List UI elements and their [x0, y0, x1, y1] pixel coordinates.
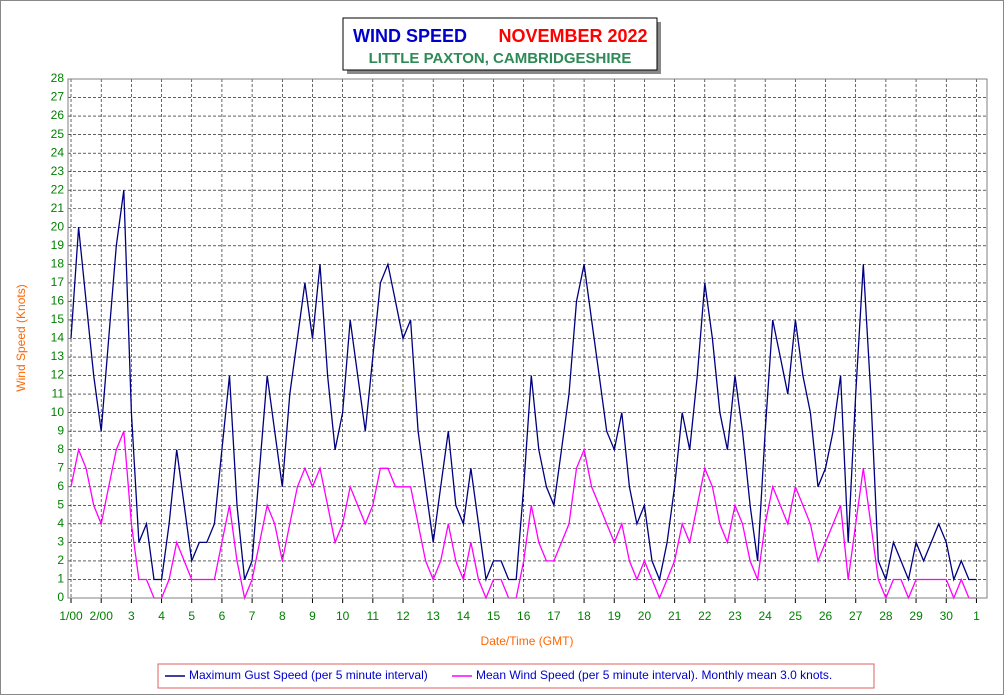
y-tick-label: 27	[51, 90, 65, 104]
y-tick-label: 26	[51, 108, 65, 122]
grid: 0123456789101112131415161718192021222324…	[51, 71, 987, 623]
plot-border	[67, 78, 988, 599]
y-tick-label: 23	[51, 164, 65, 178]
x-tick-label: 12	[396, 609, 410, 623]
x-tick-label: 29	[909, 609, 923, 623]
x-tick-label: 27	[849, 609, 863, 623]
x-tick-label: 15	[487, 609, 501, 623]
y-tick-label: 19	[51, 238, 65, 252]
y-tick-label: 28	[51, 71, 65, 85]
y-tick-label: 4	[57, 516, 64, 530]
legend	[157, 663, 875, 689]
x-tick-label: 8	[279, 609, 286, 623]
x-tick-label: 22	[698, 609, 712, 623]
legend-label: Mean Wind Speed (per 5 minute interval).…	[476, 668, 832, 682]
y-tick-label: 3	[57, 535, 64, 549]
y-tick-label: 20	[51, 219, 65, 233]
x-tick-label: 21	[668, 609, 682, 623]
y-tick-label: 5	[57, 497, 64, 511]
y-tick-label: 16	[51, 294, 65, 308]
x-tick-label: 25	[789, 609, 803, 623]
legend-label: Maximum Gust Speed (per 5 minute interva…	[189, 668, 428, 682]
y-tick-label: 13	[51, 349, 65, 363]
x-tick-label: 24	[758, 609, 772, 623]
y-tick-label: 18	[51, 257, 65, 271]
y-axis-title: Wind Speed (Knots)	[14, 284, 28, 391]
x-tick-label: 11	[367, 609, 380, 623]
chart-title-month: NOVEMBER 2022	[498, 26, 647, 46]
chart-title: WIND SPEED	[353, 26, 467, 46]
y-tick-label: 0	[57, 590, 64, 604]
x-tick-label: 26	[819, 609, 833, 623]
x-tick-label: 13	[427, 609, 441, 623]
legend-items: Maximum Gust Speed (per 5 minute interva…	[165, 668, 832, 682]
series-line	[70, 190, 977, 583]
x-tick-label: 5	[188, 609, 195, 623]
x-tick-label: 18	[577, 609, 591, 623]
y-tick-label: 21	[51, 201, 65, 215]
x-tick-label: 30	[940, 609, 954, 623]
x-tick-label: 16	[517, 609, 531, 623]
series-line	[70, 430, 977, 601]
y-tick-label: 8	[57, 442, 64, 456]
chart-subtitle: LITTLE PAXTON, CAMBRIDGESHIRE	[369, 50, 632, 67]
title-box	[342, 17, 658, 71]
x-tick-label: 9	[309, 609, 316, 623]
x-tick-label: 23	[728, 609, 742, 623]
x-tick-label: 1/00	[59, 609, 83, 623]
x-tick-label: 7	[249, 609, 256, 623]
y-tick-label: 1	[57, 572, 64, 586]
x-tick-label: 2/00	[90, 609, 114, 623]
y-tick-label: 24	[51, 145, 65, 159]
x-axis-title: Date/Time (GMT)	[481, 634, 574, 648]
x-tick-label: 10	[336, 609, 350, 623]
y-tick-label: 15	[51, 312, 65, 326]
x-tick-label: 3	[128, 609, 135, 623]
y-tick-label: 10	[51, 405, 65, 419]
plot-lines	[70, 190, 977, 601]
y-tick-label: 14	[51, 331, 65, 345]
y-tick-label: 25	[51, 127, 65, 141]
x-tick-label: 28	[879, 609, 893, 623]
x-tick-label: 20	[638, 609, 652, 623]
x-tick-label: 1	[973, 609, 980, 623]
x-tick-label: 6	[219, 609, 226, 623]
y-tick-label: 9	[57, 423, 64, 437]
y-tick-label: 6	[57, 479, 64, 493]
x-tick-label: 19	[608, 609, 622, 623]
y-tick-label: 2	[57, 553, 64, 567]
y-tick-label: 22	[51, 182, 65, 196]
y-tick-label: 11	[52, 386, 65, 400]
x-tick-label: 14	[457, 609, 471, 623]
x-tick-label: 17	[547, 609, 561, 623]
x-tick-label: 4	[158, 609, 165, 623]
y-tick-label: 12	[51, 368, 65, 382]
y-tick-label: 17	[51, 275, 65, 289]
y-tick-label: 7	[57, 460, 64, 474]
